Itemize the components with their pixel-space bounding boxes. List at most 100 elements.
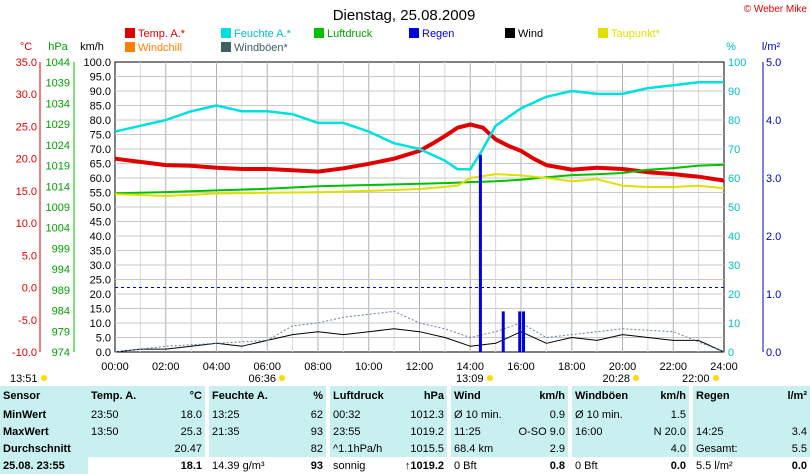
pressure-tick: 979 [52, 326, 70, 338]
x-tick: 24:00 [710, 361, 738, 373]
stats-cell: 13:25 [209, 406, 268, 423]
stats-h-hum-unit: % [268, 386, 327, 406]
stats-h-temp-unit: °C [147, 386, 206, 406]
x-tick: 16:00 [507, 361, 535, 373]
legend-label: Temp. A.* [138, 28, 186, 40]
wind-tick: 0.0 [96, 347, 111, 359]
temp-tick: 10.0 [16, 218, 37, 230]
temp-tick: 30.0 [16, 89, 37, 101]
rain-bar [522, 311, 525, 352]
wind-tick: 40.0 [90, 231, 111, 243]
stats-h-sensor: Sensor [0, 386, 88, 406]
stats-cell: 16:00 [572, 423, 631, 440]
stats-cell: 18.0 [147, 406, 206, 423]
sun-icon [713, 375, 719, 381]
stats-cell: Ø 10 min. [451, 406, 510, 423]
stats-h-temp: Temp. A. [88, 386, 147, 406]
humidity-tick: 100 [728, 57, 746, 69]
legend-swatch [125, 28, 135, 38]
stats-cell: 0.0 [631, 457, 690, 474]
stats-cell: 23:55 [330, 423, 389, 440]
wind-tick: 55.0 [90, 188, 111, 200]
stats-cell: 0 Bft [451, 457, 510, 474]
wind-tick: 75.0 [90, 130, 111, 142]
stats-h-hum: Feuchte A. [209, 386, 268, 406]
temp-tick: 20.0 [16, 154, 37, 166]
stats-cell: 14.39 g/m³ [209, 457, 268, 474]
stats-cell: 18.1 [147, 457, 206, 474]
wind-tick: 85.0 [90, 101, 111, 113]
wind-tick: 65.0 [90, 159, 111, 171]
stats-cell: 3.4 [752, 423, 810, 440]
stats-h-press: Luftdruck [330, 386, 389, 406]
pressure-unit: hPa [48, 41, 68, 53]
pressure-tick: 1019 [46, 161, 70, 173]
pressure-tick: 1039 [46, 78, 70, 90]
rain-tick: 5.0 [766, 57, 781, 69]
x-tick: 18:00 [558, 361, 586, 373]
humidity-tick: 30 [728, 260, 740, 272]
rain-tick: 2.0 [766, 231, 781, 243]
legend-label: Luftdruck [327, 28, 373, 40]
x-tick: 20:00 [609, 361, 637, 373]
stats-cell [752, 406, 810, 423]
wind-tick: 95.0 [90, 72, 111, 84]
pressure-tick: 989 [52, 285, 70, 297]
stats-cell: 5.5 [752, 440, 810, 457]
sun-icon [633, 375, 639, 381]
x-tick: 10:00 [355, 361, 383, 373]
stats-cell: 93 [268, 457, 327, 474]
stats-cell: 14:25 [693, 423, 752, 440]
stats-cell: 62 [268, 406, 327, 423]
temp-unit: °C [20, 41, 32, 53]
stats-cell: 0.8 [510, 457, 569, 474]
stats-cell: 82 [268, 440, 327, 457]
humidity-tick: 10 [728, 318, 740, 330]
temp-tick: -10.0 [12, 347, 37, 359]
x-tick: 22:00 [659, 361, 687, 373]
stats-cell: 00:32 [330, 406, 389, 423]
stats-cell: 11:25 [451, 423, 510, 440]
x-tick: 04:00 [203, 361, 231, 373]
stats-h-rain: Regen [693, 386, 752, 406]
humidity-unit: % [726, 41, 736, 53]
stats-h-rain-unit: l/m² [752, 386, 810, 406]
humidity-tick: 70 [728, 144, 740, 156]
stats-cell: 21:35 [209, 423, 268, 440]
stats-cell: Gesamt: [693, 440, 752, 457]
wind-tick: 15.0 [90, 304, 111, 316]
stats-cell: Ø 10 min. [572, 406, 631, 423]
temp-tick: 5.0 [22, 250, 37, 262]
temp-tick: 15.0 [16, 186, 37, 198]
pressure-tick: 999 [52, 243, 70, 255]
rain-bar [479, 155, 482, 352]
sun-marker-label: 20:28 [602, 373, 630, 385]
pressure-tick: 1014 [46, 181, 70, 193]
stats-table: Sensor Temp. A. °C Feuchte A. % Luftdruc… [0, 386, 810, 474]
wind-tick: 70.0 [90, 144, 111, 156]
wind-tick: 10.0 [90, 318, 111, 330]
stats-cell [88, 440, 147, 457]
temp-tick: 25.0 [16, 121, 37, 133]
stats-cell: 93 [268, 423, 327, 440]
humidity-tick: 20 [728, 289, 740, 301]
sun-icon [487, 375, 493, 381]
pressure-tick: 1029 [46, 119, 70, 131]
legend-label: Wind [518, 28, 543, 40]
sun-icon [41, 375, 47, 381]
wind-tick: 25.0 [90, 275, 111, 287]
stats-cell: 13:50 [88, 423, 147, 440]
wind-tick: 20.0 [90, 289, 111, 301]
x-tick: 12:00 [406, 361, 434, 373]
x-tick: 00:00 [101, 361, 129, 373]
humidity-tick: 60 [728, 173, 740, 185]
wind-unit: km/h [80, 41, 104, 53]
stats-cell: N 20.0 [631, 423, 690, 440]
rain-tick: 0.0 [766, 347, 781, 359]
copyright: © Weber Mike [744, 4, 808, 15]
humidity-tick: 80 [728, 115, 740, 127]
sun-marker-label: 06:36 [248, 373, 276, 385]
stats-h-wind: Wind [451, 386, 510, 406]
